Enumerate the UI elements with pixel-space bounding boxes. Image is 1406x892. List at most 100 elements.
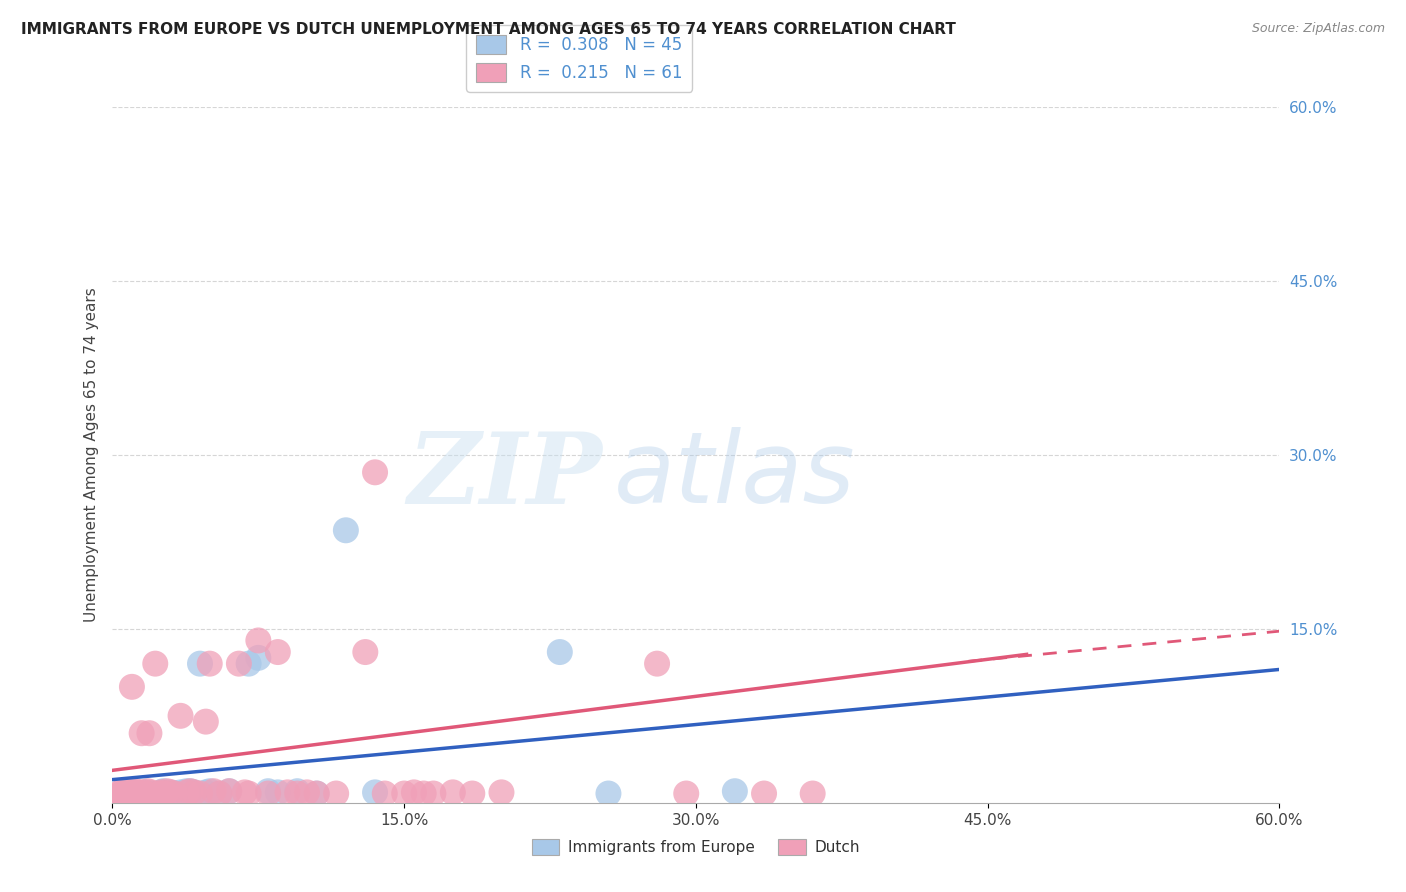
Point xyxy=(752,787,775,801)
Point xyxy=(305,787,328,801)
Point xyxy=(111,787,134,801)
Point xyxy=(138,789,160,803)
Point xyxy=(110,790,132,805)
Point xyxy=(128,788,150,802)
Point xyxy=(125,784,148,798)
Point xyxy=(208,787,231,801)
Point xyxy=(136,784,159,798)
Point xyxy=(198,657,221,671)
Point xyxy=(143,657,166,671)
Point xyxy=(112,789,135,803)
Point xyxy=(163,787,186,801)
Point xyxy=(491,785,513,799)
Point xyxy=(598,787,620,801)
Point xyxy=(105,790,128,805)
Point xyxy=(127,789,149,803)
Point xyxy=(112,787,135,801)
Point xyxy=(645,657,668,671)
Point xyxy=(156,784,179,798)
Point xyxy=(127,785,149,799)
Point xyxy=(364,466,387,480)
Point xyxy=(285,784,308,798)
Point xyxy=(152,784,174,798)
Point xyxy=(305,787,328,801)
Point xyxy=(111,784,134,798)
Point xyxy=(548,645,571,659)
Point xyxy=(374,787,396,801)
Point xyxy=(107,787,129,801)
Point xyxy=(118,787,141,801)
Point xyxy=(188,787,211,801)
Point xyxy=(148,787,170,801)
Point xyxy=(247,651,270,665)
Point xyxy=(422,787,444,801)
Point xyxy=(354,645,377,659)
Point xyxy=(198,784,221,798)
Point xyxy=(105,789,128,803)
Point xyxy=(132,788,155,802)
Point xyxy=(257,784,280,798)
Point xyxy=(138,726,160,740)
Point xyxy=(202,784,225,798)
Point xyxy=(394,787,416,801)
Point xyxy=(194,785,217,799)
Point xyxy=(325,787,347,801)
Point xyxy=(461,787,484,801)
Point xyxy=(176,784,198,798)
Point xyxy=(128,787,150,801)
Point xyxy=(143,788,166,802)
Point xyxy=(148,787,170,801)
Point xyxy=(150,785,173,799)
Point xyxy=(121,680,143,694)
Point xyxy=(169,708,191,723)
Point xyxy=(160,785,183,799)
Point xyxy=(441,785,464,799)
Point xyxy=(183,785,205,799)
Point xyxy=(132,785,155,799)
Text: Source: ZipAtlas.com: Source: ZipAtlas.com xyxy=(1251,22,1385,36)
Point xyxy=(218,784,240,798)
Point xyxy=(169,785,191,799)
Point xyxy=(131,787,153,801)
Point xyxy=(179,784,201,798)
Point xyxy=(163,787,186,801)
Point xyxy=(131,726,153,740)
Point xyxy=(136,788,159,802)
Point xyxy=(110,788,132,802)
Point xyxy=(267,785,290,799)
Point xyxy=(188,657,211,671)
Text: atlas: atlas xyxy=(614,427,856,524)
Point xyxy=(233,785,256,799)
Point xyxy=(117,788,139,802)
Point xyxy=(118,787,141,801)
Point xyxy=(218,784,240,798)
Text: IMMIGRANTS FROM EUROPE VS DUTCH UNEMPLOYMENT AMONG AGES 65 TO 74 YEARS CORRELATI: IMMIGRANTS FROM EUROPE VS DUTCH UNEMPLOY… xyxy=(21,22,956,37)
Point xyxy=(675,787,697,801)
Point xyxy=(276,785,298,799)
Point xyxy=(141,785,163,799)
Point xyxy=(412,787,434,801)
Point xyxy=(183,785,205,799)
Point xyxy=(179,784,201,798)
Point xyxy=(122,789,145,803)
Point xyxy=(117,789,139,803)
Point xyxy=(122,785,145,799)
Point xyxy=(153,787,176,801)
Point xyxy=(160,785,183,799)
Point xyxy=(115,784,138,798)
Point xyxy=(724,784,747,798)
Point xyxy=(295,785,318,799)
Point xyxy=(402,785,425,799)
Text: ZIP: ZIP xyxy=(408,427,603,524)
Point xyxy=(135,785,157,799)
Point xyxy=(150,785,173,799)
Point xyxy=(285,787,308,801)
Point xyxy=(801,787,824,801)
Point xyxy=(238,787,260,801)
Point xyxy=(141,787,163,801)
Point xyxy=(335,523,357,537)
Y-axis label: Unemployment Among Ages 65 to 74 years: Unemployment Among Ages 65 to 74 years xyxy=(83,287,98,623)
Point xyxy=(156,787,179,801)
Point xyxy=(194,714,217,729)
Point xyxy=(208,787,231,801)
